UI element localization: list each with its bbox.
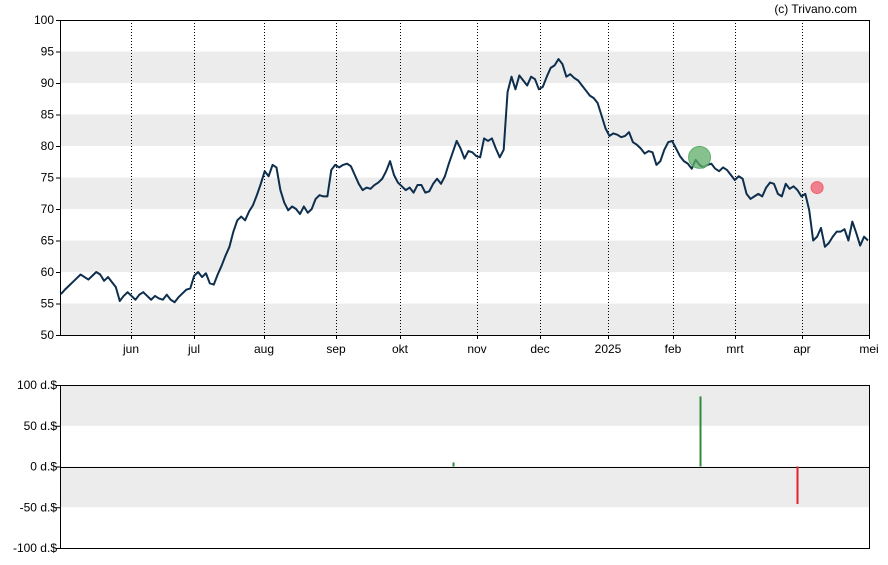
signal-grid-band xyxy=(60,466,869,508)
x-tick-label: jul xyxy=(187,342,200,356)
x-tick-label: nov xyxy=(467,342,486,356)
x-tick-label: dec xyxy=(530,342,549,356)
price-panel-frame xyxy=(60,20,870,336)
y-tick-label: 70 xyxy=(41,202,55,216)
price-y-axis: 100 95 90 85 80 75 70 65 60 55 50 xyxy=(34,13,60,342)
y-tick-label: 90 xyxy=(41,76,55,90)
grid-band xyxy=(60,303,869,335)
signal-grid-band xyxy=(60,385,869,426)
x-tick-label: feb xyxy=(665,342,682,356)
y-tick-label: 50 xyxy=(41,328,55,342)
x-tick-label: apr xyxy=(793,342,810,356)
sell-marker xyxy=(810,181,824,195)
signal-y-tick-label: 50 d.$ xyxy=(24,419,58,433)
signal-y-tick-label: 0 d.$ xyxy=(30,460,57,474)
price-line-group xyxy=(60,58,869,304)
x-tick-label: sep xyxy=(326,342,346,356)
x-tick-label: 2025 xyxy=(595,342,622,356)
y-tick-label: 80 xyxy=(41,139,55,153)
signal-y-axis: 100 d.$ 50 d.$ 0 d.$ -50 d.$ -100 d.$ xyxy=(13,378,60,555)
grid-band xyxy=(60,51,869,83)
y-tick-label: 75 xyxy=(41,171,55,185)
y-tick-label: 65 xyxy=(41,234,55,248)
y-tick-label: 60 xyxy=(41,265,55,279)
x-tick-label: jun xyxy=(122,342,139,356)
price-line xyxy=(60,58,869,304)
x-tick-label: aug xyxy=(254,342,274,356)
month-x-axis: jun jul aug sep okt nov dec 2025 feb mrt apr mei xyxy=(122,335,879,356)
grid-band xyxy=(60,114,869,146)
y-tick-label: 55 xyxy=(41,297,55,311)
grid-band xyxy=(60,240,869,272)
y-tick-label: 85 xyxy=(41,108,55,122)
y-tick-label: 95 xyxy=(41,45,55,59)
x-tick-label: okt xyxy=(392,342,409,356)
x-tick-label: mrt xyxy=(726,342,744,356)
trade-markers xyxy=(688,145,824,195)
signal-bars xyxy=(452,396,799,504)
price-panel-bands xyxy=(60,51,869,335)
credit-text: (c) Trivano.com xyxy=(774,2,857,16)
signal-y-tick-label: -100 d.$ xyxy=(13,541,57,555)
buy-marker xyxy=(688,145,712,169)
signal-panel-bands xyxy=(60,385,869,508)
y-tick-label: 100 xyxy=(34,13,54,27)
signal-y-tick-label: -50 d.$ xyxy=(20,500,58,514)
signal-panel-frame xyxy=(60,385,870,549)
grid-band xyxy=(60,177,869,209)
signal-y-tick-label: 100 d.$ xyxy=(17,378,57,392)
x-tick-label: mei xyxy=(859,342,878,356)
